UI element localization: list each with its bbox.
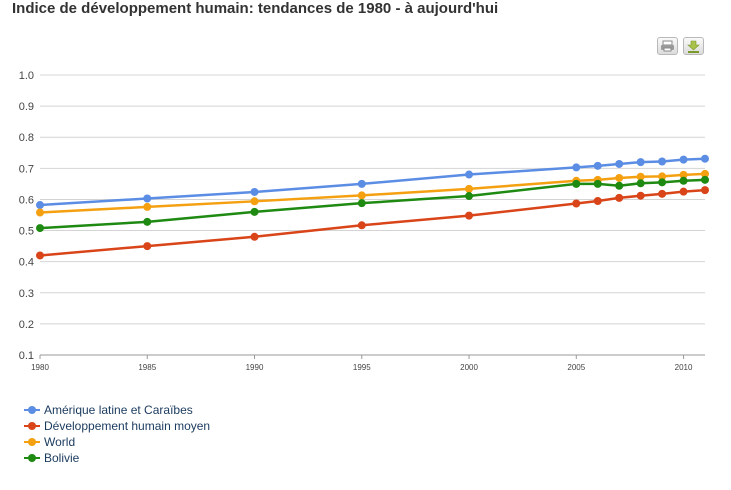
data-point — [658, 178, 667, 187]
data-point — [465, 192, 474, 201]
data-point — [250, 207, 259, 216]
y-tick-label: 0.7 — [19, 163, 34, 175]
legend-item[interactable]: Développement humain moyen — [24, 418, 210, 434]
data-point — [357, 179, 366, 188]
download-button[interactable] — [683, 37, 704, 55]
legend-marker — [24, 453, 40, 463]
x-tick-label: 1985 — [138, 363, 156, 372]
y-tick-label: 0.8 — [19, 132, 34, 144]
data-point — [572, 179, 581, 188]
chart-legend: Amérique latine et Caraïbes Développement… — [24, 402, 210, 466]
legend-label: World — [44, 435, 76, 449]
legend-marker — [24, 437, 40, 447]
legend-label: Développement humain moyen — [44, 419, 211, 433]
data-point — [465, 170, 474, 179]
y-tick-label: 0.4 — [19, 257, 34, 269]
data-point — [143, 202, 152, 211]
x-tick-label: 1995 — [353, 363, 371, 372]
data-point — [701, 186, 709, 195]
series-line-2 — [39, 172, 706, 214]
data-point — [636, 179, 645, 188]
data-point — [615, 173, 624, 182]
x-tick-label: 2010 — [675, 363, 693, 372]
y-tick-label: 0.1 — [19, 350, 34, 362]
y-tick-label: 0.5 — [19, 226, 34, 238]
printer-icon — [661, 40, 674, 52]
data-point — [615, 193, 624, 202]
data-point — [593, 197, 602, 205]
data-point — [679, 155, 688, 164]
legend-label: Amérique latine et Caraïbes — [44, 403, 193, 417]
line-chart: 0.1 0.2 0.3 0.4 0.5 0.6 0.7 0.8 0.9 1.0 1980 1985 19… — [19, 70, 709, 372]
data-point — [701, 175, 709, 184]
data-point — [615, 181, 624, 190]
data-point — [615, 159, 624, 168]
data-point — [679, 187, 688, 196]
data-point — [593, 179, 602, 188]
data-point — [679, 170, 688, 179]
data-point — [679, 176, 688, 185]
data-point — [658, 157, 667, 166]
series-line-0 — [39, 157, 706, 207]
y-tick-label: 0.3 — [19, 288, 34, 300]
data-point — [701, 154, 709, 163]
x-tick-label: 1990 — [246, 363, 264, 372]
data-point — [572, 199, 581, 208]
data-point — [250, 197, 259, 206]
data-point — [593, 161, 602, 170]
data-point — [143, 242, 152, 251]
data-point — [36, 208, 44, 217]
data-point — [636, 191, 645, 200]
data-point — [658, 189, 667, 198]
data-point — [701, 169, 709, 178]
x-tick-label: 2005 — [567, 363, 585, 372]
legend-marker — [24, 405, 40, 415]
data-point — [658, 172, 667, 181]
y-tick-label: 1.0 — [19, 70, 34, 82]
data-point — [357, 221, 366, 230]
y-tick-label: 0.2 — [19, 319, 34, 331]
legend-item[interactable]: Bolivie — [24, 450, 210, 466]
data-point — [465, 184, 474, 193]
x-tick-label: 1980 — [31, 363, 49, 372]
data-point — [636, 158, 645, 167]
data-point — [36, 201, 44, 210]
data-point — [636, 172, 645, 181]
data-point — [465, 211, 474, 220]
data-point — [36, 224, 44, 233]
download-icon — [687, 40, 700, 53]
legend-item[interactable]: World — [24, 434, 210, 450]
legend-marker — [24, 421, 40, 431]
series-line-3 — [39, 178, 706, 230]
data-point — [250, 232, 259, 241]
chart-title: Indice de développement humain: tendance… — [12, 0, 499, 17]
data-point — [572, 163, 581, 172]
data-point — [143, 217, 152, 226]
data-point — [357, 199, 366, 208]
y-tick-label: 0.9 — [19, 101, 34, 113]
legend-label: Bolivie — [44, 451, 80, 465]
y-tick-label: 0.6 — [19, 194, 34, 206]
x-tick-label: 2000 — [460, 363, 478, 372]
data-point — [36, 251, 44, 260]
data-point — [143, 194, 152, 203]
data-point — [250, 187, 259, 196]
legend-item[interactable]: Amérique latine et Caraïbes — [24, 402, 210, 418]
data-point — [357, 191, 366, 200]
print-button[interactable] — [657, 37, 678, 55]
